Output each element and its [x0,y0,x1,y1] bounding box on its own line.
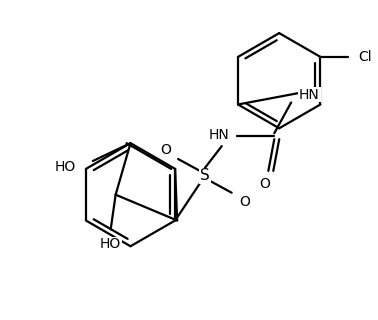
Text: HO: HO [55,160,76,174]
Text: O: O [160,143,171,157]
Text: Cl: Cl [358,50,372,64]
Text: HN: HN [208,128,229,142]
Text: O: O [239,195,250,209]
Text: HN: HN [299,88,320,101]
Text: S: S [200,168,210,183]
Text: O: O [259,177,270,191]
Text: HO: HO [100,237,121,251]
